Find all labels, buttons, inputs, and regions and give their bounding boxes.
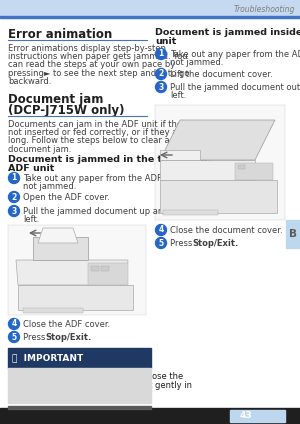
Polygon shape [160, 150, 200, 160]
Bar [0, 0, 300, 18]
Text: Error animation: Error animation [8, 28, 112, 41]
Text: not jammed.: not jammed. [23, 182, 76, 191]
Bar [230, 410, 285, 422]
Text: left.: left. [170, 91, 186, 100]
Text: Pull the jammed document up and to the: Pull the jammed document up and to the [23, 207, 196, 216]
Circle shape [155, 237, 167, 248]
Text: Error animations display step-by-step: Error animations display step-by-step [8, 44, 166, 53]
Text: not jammed.: not jammed. [170, 58, 224, 67]
Bar [155, 105, 285, 220]
Circle shape [155, 224, 167, 235]
Text: Pull the jammed document out to the: Pull the jammed document out to the [170, 83, 300, 92]
Text: 3: 3 [158, 83, 164, 92]
Bar [235, 163, 273, 180]
Circle shape [8, 332, 20, 343]
Text: Document is jammed in the top of the: Document is jammed in the top of the [8, 155, 210, 164]
Text: ADF unit: ADF unit [8, 164, 54, 173]
Text: Documents can jam in the ADF unit if they are: Documents can jam in the ADF unit if the… [8, 120, 203, 129]
Text: unit: unit [155, 37, 176, 46]
Bar [8, 225, 146, 315]
Bar [8, 348, 151, 368]
Polygon shape [160, 120, 275, 160]
Bar [23, 308, 83, 313]
Text: Document jam: Document jam [8, 93, 103, 106]
Text: Take out any paper from the ADF that is: Take out any paper from the ADF that is [23, 174, 191, 183]
Text: B: B [289, 229, 297, 239]
Bar [8, 406, 151, 409]
Circle shape [8, 206, 20, 217]
Bar [91, 266, 99, 271]
Text: long. Follow the steps below to clear a: long. Follow the steps below to clear a [8, 137, 169, 145]
Text: (DCP-J715W only): (DCP-J715W only) [8, 104, 124, 117]
Text: document jam.: document jam. [8, 145, 71, 153]
Text: Lift the document cover.: Lift the document cover. [170, 70, 273, 79]
Bar [8, 368, 151, 403]
Bar [88, 263, 128, 285]
Bar [101, 266, 109, 271]
Polygon shape [18, 285, 133, 310]
Bar [238, 165, 245, 169]
Text: To avoid future document jams close the: To avoid future document jams close the [12, 372, 183, 381]
Text: Close the ADF cover.: Close the ADF cover. [23, 320, 110, 329]
Polygon shape [160, 160, 255, 180]
Text: 5: 5 [158, 238, 164, 248]
Circle shape [8, 318, 20, 329]
Text: not inserted or fed correctly, or if they are too: not inserted or fed correctly, or if the… [8, 128, 202, 137]
Circle shape [155, 81, 167, 92]
Circle shape [8, 173, 20, 184]
Text: backward.: backward. [8, 77, 51, 86]
Circle shape [155, 48, 167, 59]
Text: pressing► to see the next step and ◄ to go: pressing► to see the next step and ◄ to … [8, 69, 189, 78]
Polygon shape [38, 228, 78, 243]
Text: Close the document cover.: Close the document cover. [170, 226, 283, 235]
Bar [0, 408, 300, 424]
Circle shape [8, 192, 20, 203]
Text: Stop/Exit.: Stop/Exit. [192, 239, 238, 248]
Text: 3: 3 [11, 206, 16, 215]
Text: Take out any paper from the ADF that is: Take out any paper from the ADF that is [170, 50, 300, 59]
Text: 4: 4 [158, 226, 164, 234]
Bar [286, 220, 300, 248]
Text: instructions when paper gets jammed. You: instructions when paper gets jammed. You [8, 52, 188, 61]
Text: 1: 1 [158, 50, 164, 59]
Bar [0, 16, 300, 18]
Text: ❗  IMPORTANT: ❗ IMPORTANT [12, 354, 83, 363]
Bar [163, 210, 218, 215]
Circle shape [155, 69, 167, 80]
Text: Document is jammed inside the ADF: Document is jammed inside the ADF [155, 28, 300, 37]
Text: Open the ADF cover.: Open the ADF cover. [23, 193, 110, 202]
Text: Troubleshooting: Troubleshooting [234, 5, 295, 14]
Text: 1: 1 [11, 173, 16, 182]
Text: 2: 2 [158, 70, 164, 78]
Text: Press: Press [170, 239, 195, 248]
Text: ADF cover correctly by pushing it gently in: ADF cover correctly by pushing it gently… [12, 380, 192, 390]
Text: Press: Press [23, 333, 48, 342]
Text: can read the steps at your own pace by: can read the steps at your own pace by [8, 60, 175, 70]
Text: left.: left. [23, 215, 39, 224]
Text: the middle.: the middle. [12, 389, 60, 398]
Polygon shape [160, 180, 277, 213]
Text: 5: 5 [11, 332, 16, 341]
Polygon shape [33, 237, 88, 260]
Text: Stop/Exit.: Stop/Exit. [45, 333, 91, 342]
Text: 2: 2 [11, 192, 16, 201]
Text: 43: 43 [240, 412, 253, 421]
Polygon shape [16, 260, 128, 285]
Text: 4: 4 [11, 320, 16, 329]
